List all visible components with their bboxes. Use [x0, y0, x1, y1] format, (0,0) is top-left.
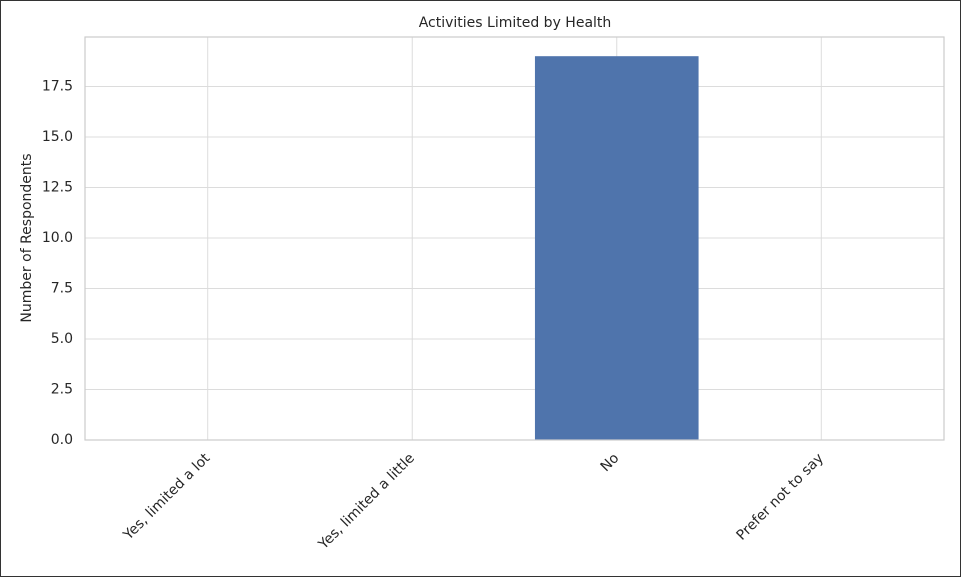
y-tick-label: 10.0	[42, 230, 73, 246]
y-tick-label: 17.5	[42, 78, 73, 94]
chart-title: Activities Limited by Health	[419, 15, 612, 31]
y-tick-label: 12.5	[42, 179, 73, 195]
y-tick-label: 2.5	[51, 381, 73, 397]
y-tick-label: 0.0	[51, 432, 73, 448]
plot-border	[84, 36, 945, 441]
y-tick-label: 15.0	[42, 129, 73, 145]
y-tick-label: 5.0	[51, 331, 73, 347]
y-tick-label: 7.5	[51, 280, 73, 296]
y-axis-label: Number of Respondents	[19, 153, 35, 322]
bar	[534, 56, 699, 440]
